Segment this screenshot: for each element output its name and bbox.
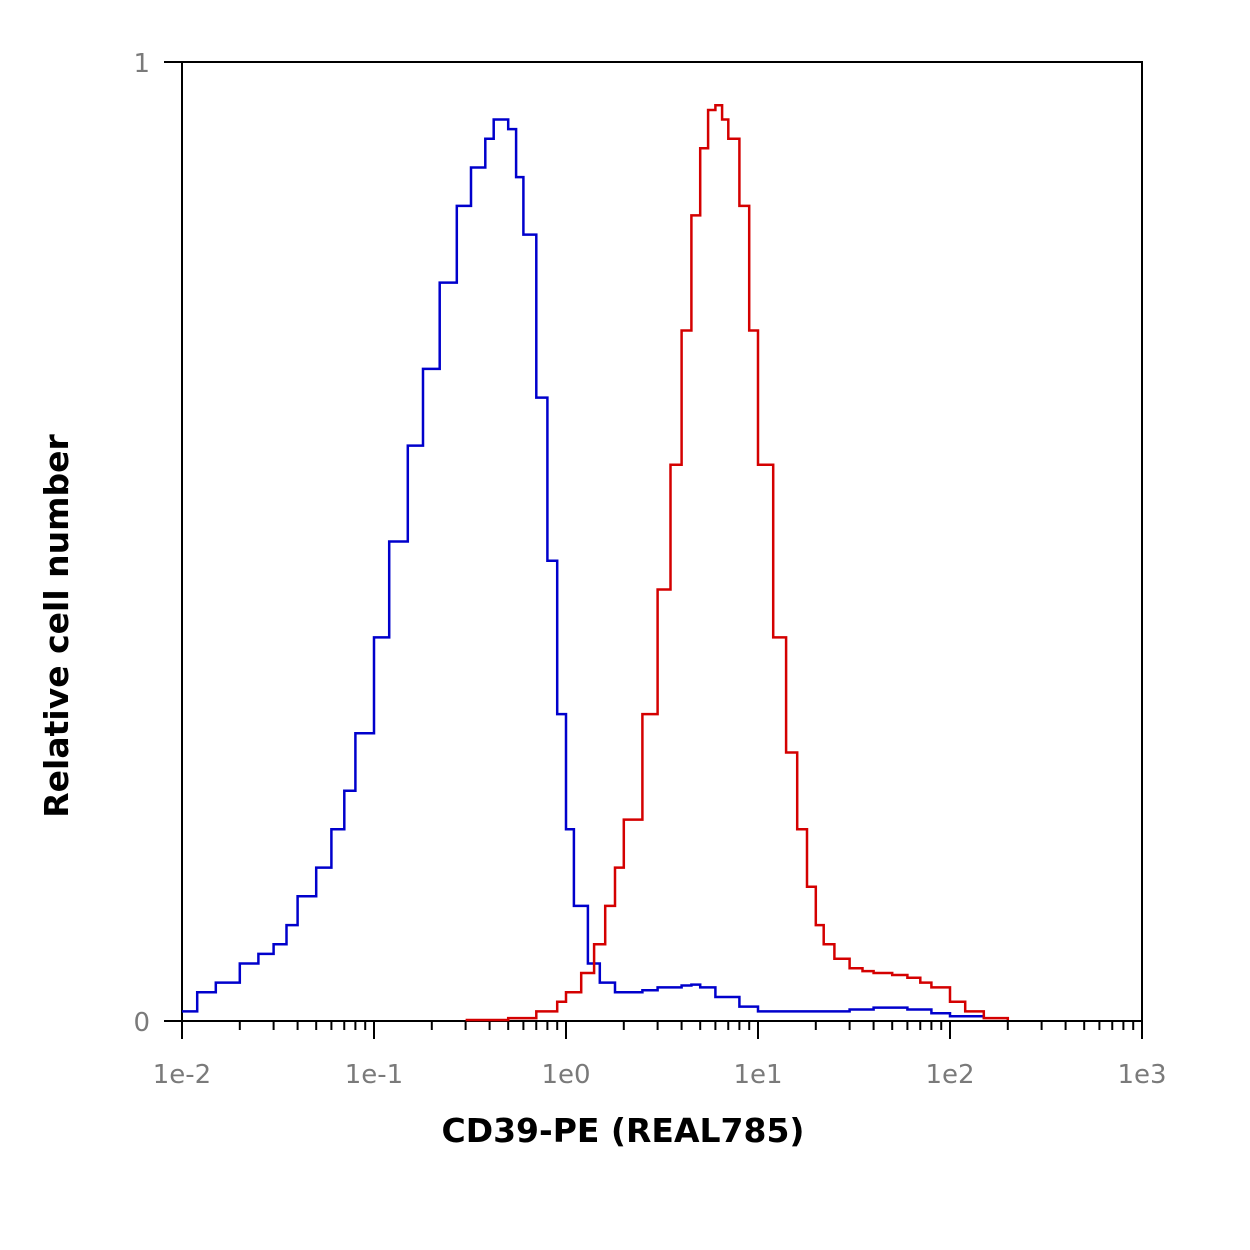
x-axis: 1e-2 1e-1 1e0 1e1 1e2 1e3 (153, 1021, 1167, 1090)
x-tick-label: 1e-2 (153, 1060, 211, 1090)
series-line-1 (182, 118, 986, 1019)
x-tick-label: 1e1 (733, 1060, 782, 1090)
x-tick-label: 1e2 (925, 1060, 974, 1090)
y-tick-label: 0 (133, 1008, 150, 1038)
x-tick-label: 1e3 (1117, 1060, 1166, 1090)
y-axis-title: Relative cell number (37, 434, 76, 818)
x-tick-label: 1e0 (541, 1060, 590, 1090)
x-axis-title: CD39-PE (REAL785) (441, 1111, 804, 1150)
y-tick-label: 1 (133, 49, 150, 79)
y-axis: 01 (133, 49, 182, 1038)
series-line-2 (465, 103, 1010, 1022)
series-layer (182, 103, 1010, 1022)
x-tick-label: 1e-1 (345, 1060, 403, 1090)
plot-frame (181, 61, 1143, 1022)
